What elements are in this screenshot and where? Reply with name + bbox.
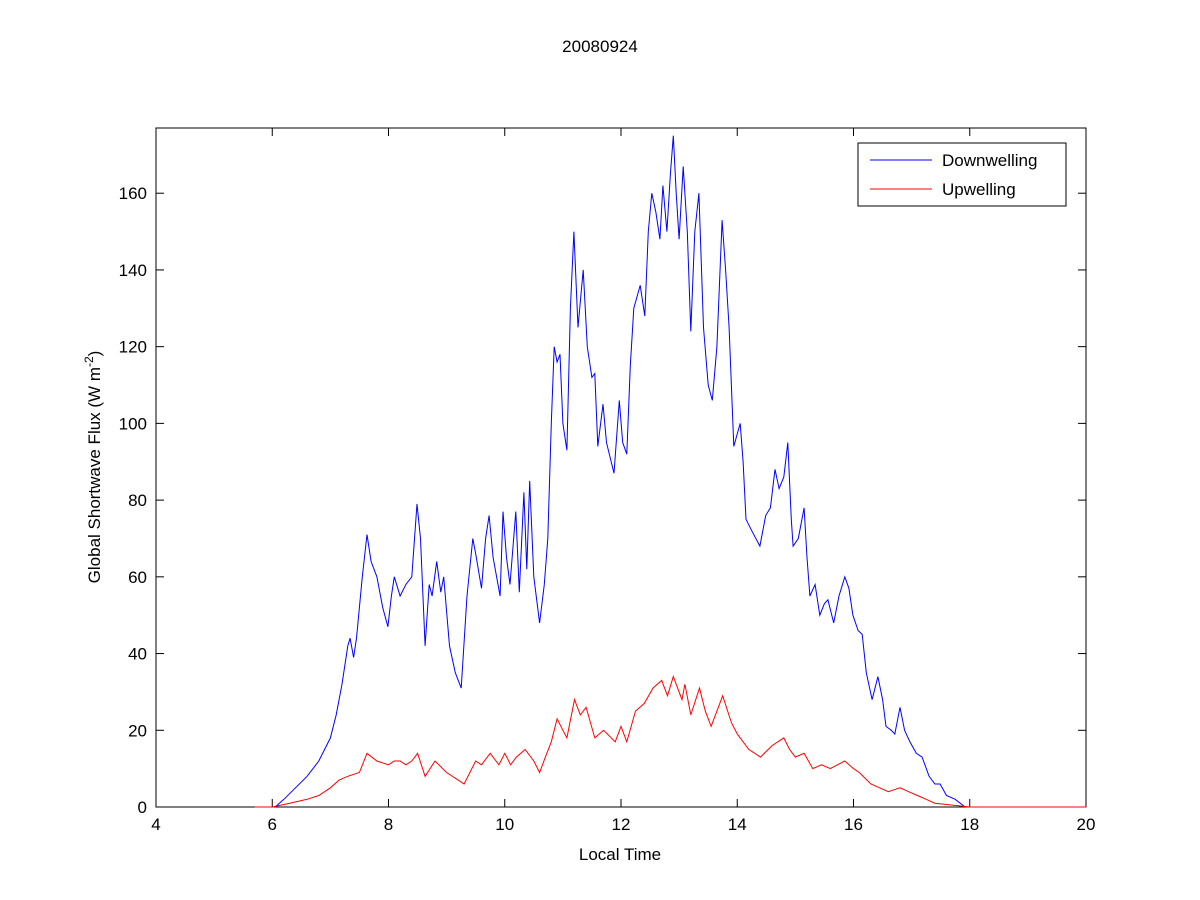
y-tick-label: 80 (128, 491, 147, 510)
series-line-downwelling (272, 135, 970, 808)
chart-title: 20080924 (562, 37, 638, 56)
x-axis-label: Local Time (579, 845, 661, 864)
y-tick-label: 20 (128, 721, 147, 740)
x-tick-label: 10 (495, 815, 514, 834)
plot-area (155, 127, 1087, 808)
x-tick-label: 16 (844, 815, 863, 834)
x-tick-label: 8 (384, 815, 393, 834)
series-line-upwelling (254, 675, 1086, 808)
legend-label-downwelling: Downwelling (942, 151, 1037, 170)
y-tick-label: 0 (138, 798, 147, 817)
x-tick-label: 6 (268, 815, 277, 834)
x-tick-label: 12 (612, 815, 631, 834)
legend-label-upwelling: Upwelling (942, 180, 1016, 199)
y-tick-label: 120 (119, 338, 147, 357)
y-tick-label: 140 (119, 261, 147, 280)
y-axis-label: Global Shortwave Flux (W m-2) (82, 351, 104, 584)
x-tick-label: 18 (960, 815, 979, 834)
x-tick-label: 14 (728, 815, 747, 834)
y-tick-label: 100 (119, 414, 147, 433)
legend-box (857, 142, 1067, 207)
y-tick-label: 60 (128, 568, 147, 587)
x-tick-label: 4 (151, 815, 160, 834)
y-tick-label: 40 (128, 645, 147, 664)
legend: Downwelling Upwelling (857, 142, 1067, 207)
x-tick-label: 20 (1077, 815, 1096, 834)
y-tick-label: 160 (119, 184, 147, 203)
